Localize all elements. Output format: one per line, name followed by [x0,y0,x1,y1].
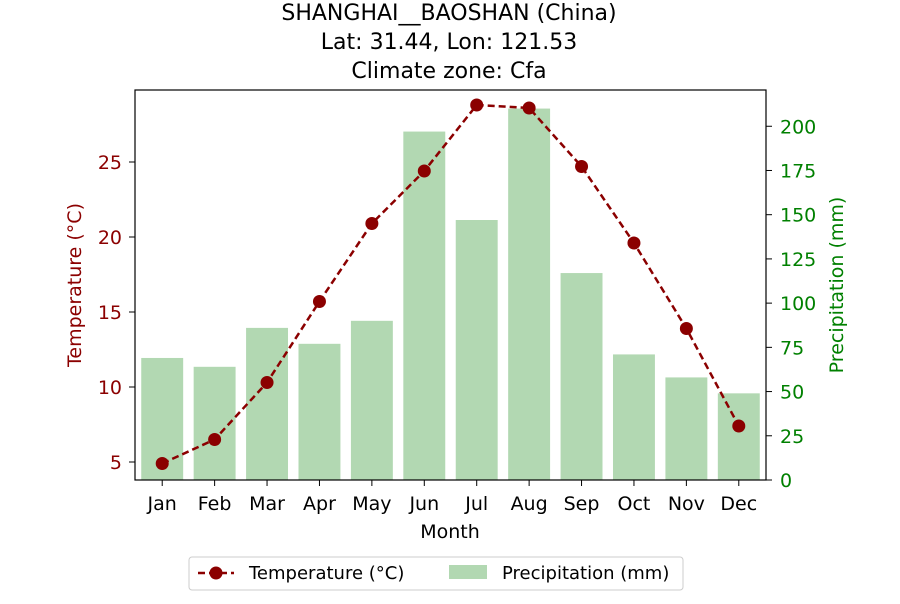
precipitation-tick-label-25: 25 [780,426,804,448]
precipitation-bar-dec [717,393,760,480]
temperature-point-may [365,217,379,230]
legend-frame [188,556,684,591]
legend: Temperature (°C) Precipitation (mm) [188,556,684,591]
x-tick-label-jan: Jan [147,493,177,515]
temperature-axis-label: Temperature (°C) [64,203,86,368]
temperature-tick-label-20: 20 [98,227,122,249]
precipitation-tick-label-200: 200 [780,116,816,138]
temperature-point-aug [522,101,536,115]
precipitation-bar-may [350,320,393,480]
chart-title-line-2: Lat: 31.44, Lon: 121.53 [321,30,577,55]
x-tick-label-apr: Apr [303,493,336,515]
temperature-point-jun [417,164,431,178]
precipitation-bar-jun [403,131,446,480]
temperature-point-jul [470,98,484,112]
x-tick-label-feb: Feb [198,493,232,515]
temperature-point-feb [208,433,222,446]
x-axis-label: Month [420,521,480,543]
precipitation-bars [141,108,760,481]
x-tick-label-may: May [352,493,391,515]
precipitation-bar-apr [298,343,341,480]
legend-temperature-label: Temperature (°C) [248,563,404,584]
precipitation-bar-oct [612,354,655,480]
temperature-point-apr [312,295,326,308]
precipitation-bar-sep [560,273,603,480]
plot-frame [134,89,767,481]
precipitation-axis: 0 25 50 75 100 125 150 175 200 [766,116,816,492]
precipitation-bar-mar [246,327,289,480]
temperature-point-nov [679,322,693,335]
x-tick-label-dec: Dec [720,493,757,515]
precipitation-bar-nov [665,377,708,480]
temperature-point-sep [575,160,589,173]
precipitation-tick-label-175: 175 [780,160,816,182]
x-tick-label-oct: Oct [618,493,651,515]
x-tick-label-aug: Aug [511,493,548,515]
legend-precipitation-swatch-icon [449,565,487,579]
precipitation-tick-label-125: 125 [780,249,816,271]
x-axis: Jan Feb Mar Apr May Jun Jul Aug Sep Oct Nov Dec [147,480,757,515]
legend-precipitation-label: Precipitation (mm) [502,563,669,584]
precipitation-axis-label: Precipitation (mm) [826,197,848,374]
precipitation-bar-jul [455,220,498,480]
temperature-tick-label-5: 5 [110,452,122,474]
temperature-axis: 5 10 15 20 25 [98,152,135,474]
precipitation-tick-label-75: 75 [780,337,804,359]
precipitation-tick-label-50: 50 [780,382,804,404]
chart-title-line-1: SHANGHAI__BAOSHAN (China) [281,1,616,26]
temperature-tick-label-10: 10 [98,377,122,399]
precipitation-bar-aug [508,108,551,481]
chart-title-line-3: Climate zone: Cfa [351,59,546,84]
temperature-line [161,103,740,465]
temperature-point-dec [732,419,746,433]
temperature-series [155,98,746,470]
x-tick-label-nov: Nov [668,493,705,515]
x-tick-label-jul: Jul [464,493,488,515]
temperature-point-jan [155,457,169,470]
x-tick-label-mar: Mar [249,493,285,515]
temperature-tick-label-15: 15 [98,302,122,324]
precipitation-tick-label-100: 100 [780,293,816,315]
precipitation-tick-label-0: 0 [780,470,792,492]
temperature-point-mar [260,376,274,389]
x-tick-label-sep: Sep [564,493,600,515]
x-tick-label-jun: Jun [408,493,439,515]
legend-temperature-marker-icon [209,566,223,580]
temperature-point-oct [627,236,641,250]
temperature-tick-label-25: 25 [98,152,122,174]
precipitation-tick-label-150: 150 [780,205,816,227]
